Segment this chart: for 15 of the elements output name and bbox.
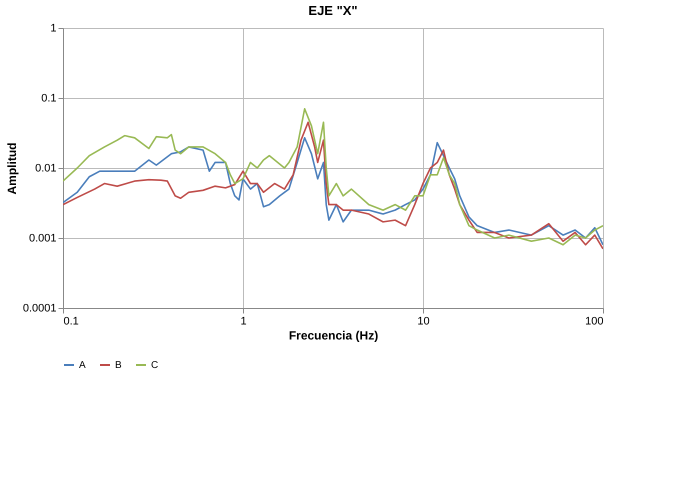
legend-label: B bbox=[115, 360, 122, 371]
y-tick-label: 0.001 bbox=[28, 232, 56, 244]
chart-title: EJE "X" bbox=[308, 3, 358, 18]
x-tick-label: 0.1 bbox=[64, 316, 79, 328]
y-tick-label: 0.01 bbox=[35, 162, 56, 174]
y-tick-label: 1 bbox=[50, 22, 56, 34]
y-axis-title: Amplitud bbox=[4, 142, 19, 194]
legend-label: A bbox=[79, 360, 86, 371]
x-tick-label: 100 bbox=[585, 316, 604, 328]
legend-label: C bbox=[151, 360, 158, 371]
x-tick-label: 1 bbox=[240, 316, 247, 328]
x-tick-label: 10 bbox=[417, 316, 430, 328]
y-tick-label: 0.1 bbox=[41, 92, 56, 104]
y-tick-label: 0.0001 bbox=[22, 302, 56, 314]
x-axis-title: Frecuencia (Hz) bbox=[288, 328, 378, 342]
